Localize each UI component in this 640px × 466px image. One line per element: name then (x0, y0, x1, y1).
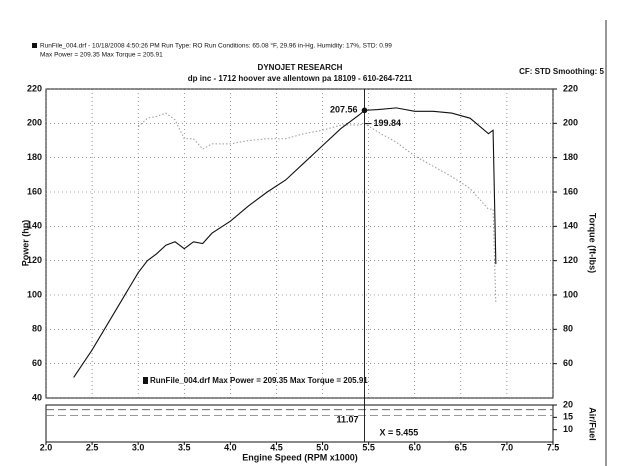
x-tick-label: 3.5 (178, 442, 191, 452)
x-tick-label: 6.5 (455, 442, 468, 452)
x-tick-label: 2.5 (86, 442, 99, 452)
plot-frame (45, 88, 554, 399)
y2-tick-label: 200 (563, 118, 578, 128)
y-tick-label: 60 (32, 358, 42, 368)
y2-tick-label: 120 (563, 255, 578, 265)
header-max: Max Power = 209.35 Max Torque = 205.91 (40, 52, 163, 59)
y-tick-label: 220 (27, 83, 42, 93)
header: RunFile_004.drf - 10/18/2008 4:50:26 PM … (40, 42, 392, 50)
afr-tick-label: 15 (563, 412, 573, 422)
y2-tick-label: 60 (563, 358, 573, 368)
cursor-marker (361, 107, 368, 114)
y-tick-label: 100 (27, 289, 42, 299)
y-tick-label: 200 (27, 118, 42, 128)
y2-tick-label: 140 (563, 221, 578, 231)
series-line (73, 107, 497, 378)
x-tick-label: 7.5 (547, 442, 560, 452)
afr-tick-label: 20 (563, 399, 573, 409)
file-icon (32, 43, 37, 48)
y2-tick-label: 80 (563, 324, 573, 334)
x-tick-label: 5.5 (362, 442, 375, 452)
y2-tick-label: 160 (563, 186, 578, 196)
x-tick-label: 4.0 (224, 442, 237, 452)
x-tick-label: 5.0 (316, 442, 329, 452)
y2-tick-label: 180 (563, 152, 578, 162)
x-tick-label: 7.0 (501, 442, 514, 452)
afr-axis-title: Air/Fuel (588, 407, 598, 441)
x-tick-label: 6.0 (408, 442, 421, 452)
legend-icon (143, 377, 148, 384)
series-line (137, 112, 497, 304)
y-tick-label: 40 (32, 392, 42, 402)
legend-label: RunFile_004.drf Max Power = 209.35 Max T… (150, 376, 368, 385)
x-tick-label: 4.5 (270, 442, 283, 452)
y-tick-label: 180 (27, 152, 42, 162)
cursor-afr-label: 11.07 (336, 414, 358, 424)
y-tick-label: 140 (27, 221, 42, 231)
cursor-x-label: X = 5.455 (379, 427, 418, 437)
chart-subtitle: dp inc - 1712 hoover ave allentown pa 18… (188, 74, 413, 83)
y2-tick-label: 220 (563, 83, 578, 93)
x-axis-title: Engine Speed (RPM x1000) (242, 452, 358, 462)
cursor-hp-label: 207.56 (330, 105, 358, 115)
y-axis-title: Power (hp) (20, 220, 30, 267)
x-tick-label: 2.0 (40, 442, 53, 452)
cursor-torque-label: 199.84 (373, 118, 401, 128)
settings-label: CF: STD Smoothing: 5 (519, 67, 604, 76)
y-tick-label: 160 (27, 186, 42, 196)
afr-frame (45, 404, 554, 443)
y-tick-label: 120 (27, 255, 42, 265)
y2-tick-label: 100 (563, 289, 578, 299)
chart-title: DYNOJET RESEARCH (258, 63, 343, 72)
y-tick-label: 80 (32, 324, 42, 334)
afr-tick-label: 10 (563, 424, 573, 434)
x-tick-label: 3.0 (132, 442, 145, 452)
y2-axis-title: Torque (ft-lbs) (588, 213, 598, 273)
